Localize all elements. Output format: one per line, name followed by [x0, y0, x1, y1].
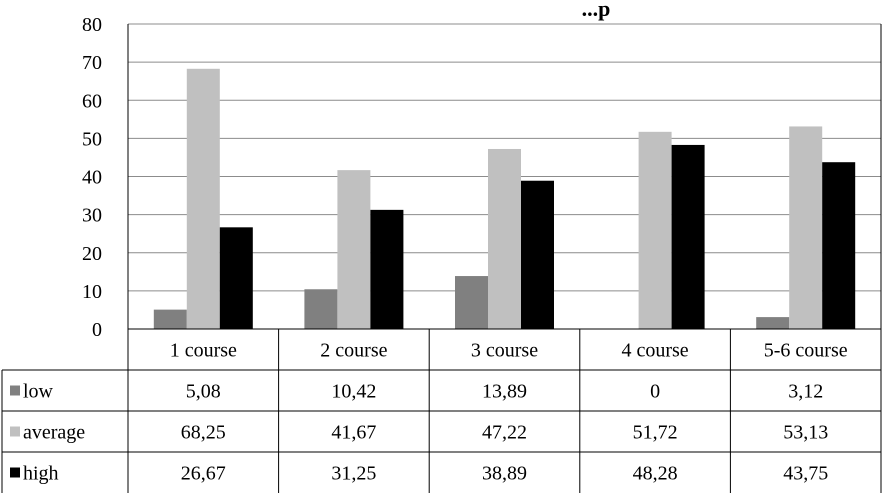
chart-title: ...p: [582, 0, 611, 21]
y-tick-label: 50: [82, 128, 102, 150]
data-label: 38,89: [482, 463, 527, 485]
bar-high: [219, 227, 253, 329]
y-tick-label: 60: [82, 90, 102, 112]
data-label: 41,67: [331, 422, 376, 444]
data-label: 68,25: [181, 422, 226, 444]
y-tick-label: 70: [82, 52, 102, 74]
y-tick-label: 20: [82, 243, 102, 265]
bar-high: [521, 180, 554, 329]
y-tick-label: 10: [82, 281, 102, 303]
data-label: 0: [650, 381, 660, 403]
bar-average: [186, 68, 220, 329]
data-label: 43,75: [783, 463, 828, 485]
bar-high: [370, 209, 404, 329]
legend-label: average: [23, 422, 85, 444]
data-label: 10,42: [331, 381, 376, 403]
y-axis: 0 10 20 30 40 50 60 70 80: [82, 14, 102, 341]
legend-label: low: [23, 381, 54, 403]
legend-key-low: [10, 385, 20, 396]
data-label: 13,89: [482, 381, 527, 403]
legend-key-high: [10, 467, 20, 478]
data-label: 31,25: [331, 463, 376, 485]
data-label: 26,67: [181, 463, 226, 485]
bar-high: [822, 162, 856, 329]
y-tick-label: 0: [92, 319, 102, 341]
bar-average: [638, 131, 672, 329]
category-label: 4 course: [621, 340, 688, 362]
y-tick-label: 30: [82, 205, 102, 227]
data-label: 51,72: [633, 422, 678, 444]
y-tick-label: 40: [82, 167, 102, 189]
category-label: 2 course: [320, 340, 387, 362]
legend-label: high: [23, 463, 59, 485]
category-label: 3 course: [471, 340, 538, 362]
bar-high: [671, 144, 705, 329]
bar-average: [337, 170, 371, 329]
data-label: 47,22: [482, 422, 527, 444]
data-label: 5,08: [186, 381, 221, 403]
data-label: 48,28: [633, 463, 678, 485]
bar-low: [304, 289, 338, 329]
bar-average: [488, 148, 521, 329]
y-tick-label: 80: [82, 14, 102, 36]
data-label: 3,12: [788, 381, 823, 403]
bar-average: [789, 126, 823, 330]
bar-low: [455, 276, 488, 329]
bar-low: [756, 317, 790, 329]
category-label: 5-6 course: [764, 340, 848, 362]
data-label: 53,13: [783, 422, 828, 444]
data-table: 1 course 2 course 3 course 4 course 5-6 cour…: [1, 24, 882, 493]
legend-key-average: [10, 426, 20, 437]
bars: [153, 68, 856, 330]
category-label: 1 course: [170, 340, 237, 362]
bar-low: [153, 309, 187, 329]
